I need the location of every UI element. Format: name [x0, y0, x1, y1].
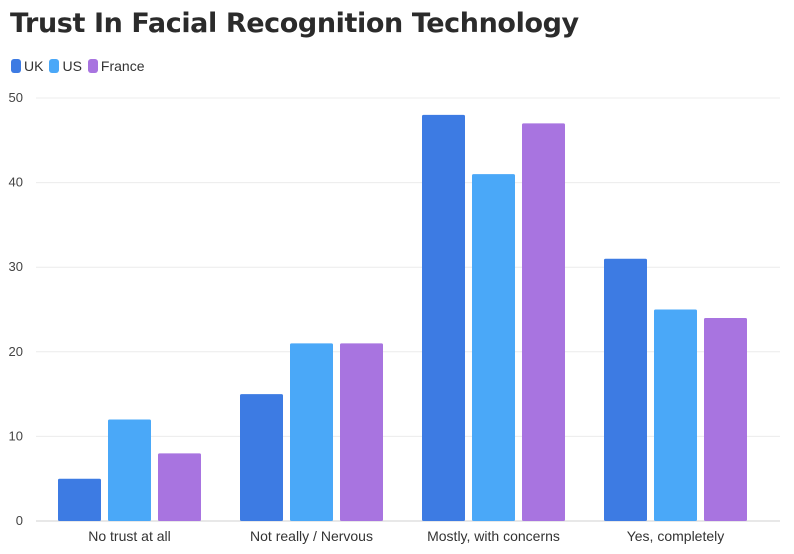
chart-title: Trust In Facial Recognition Technology [10, 8, 579, 39]
bar-uk-3[interactable] [604, 258, 647, 521]
bar-france-0[interactable] [158, 453, 201, 521]
bar-uk-1[interactable] [240, 394, 283, 521]
legend-item-uk[interactable]: UK [11, 58, 43, 74]
bar-us-1[interactable] [290, 343, 333, 521]
x-axis-labels: No trust at all Not really / Nervous Mostl… [88, 528, 724, 544]
legend-item-france[interactable]: France [87, 58, 145, 74]
x-category-label: Mostly, with concerns [427, 528, 560, 544]
y-axis-ticks: 0 10 20 30 40 50 [9, 90, 23, 528]
x-category-label: No trust at all [88, 528, 170, 544]
y-tick-label: 30 [9, 259, 23, 274]
y-tick-label: 0 [16, 513, 23, 528]
legend-swatch-us [49, 59, 60, 73]
legend-swatch-uk [11, 59, 21, 73]
bars [58, 114, 747, 522]
bar-us-2[interactable] [472, 174, 515, 521]
bar-us-3[interactable] [654, 309, 697, 522]
legend-label-us: US [62, 58, 82, 74]
legend-label-france: France [100, 58, 145, 74]
x-category-label: Not really / Nervous [250, 528, 373, 544]
bar-france-2[interactable] [522, 123, 565, 521]
chart-legend: UK US France [11, 58, 144, 74]
y-tick-label: 40 [9, 175, 23, 190]
legend-item-us[interactable]: US [49, 58, 82, 74]
bar-us-0[interactable] [108, 419, 151, 521]
bar-uk-2[interactable] [422, 114, 465, 522]
bar-france-1[interactable] [340, 343, 383, 521]
y-tick-label: 50 [9, 90, 23, 105]
bar-uk-0[interactable] [58, 478, 101, 521]
bar-france-3[interactable] [704, 317, 747, 521]
x-category-label: Yes, completely [627, 528, 725, 544]
legend-label-uk: UK [24, 58, 44, 74]
y-tick-label: 10 [9, 428, 23, 443]
y-tick-label: 20 [9, 344, 23, 359]
legend-swatch-france [87, 59, 98, 73]
